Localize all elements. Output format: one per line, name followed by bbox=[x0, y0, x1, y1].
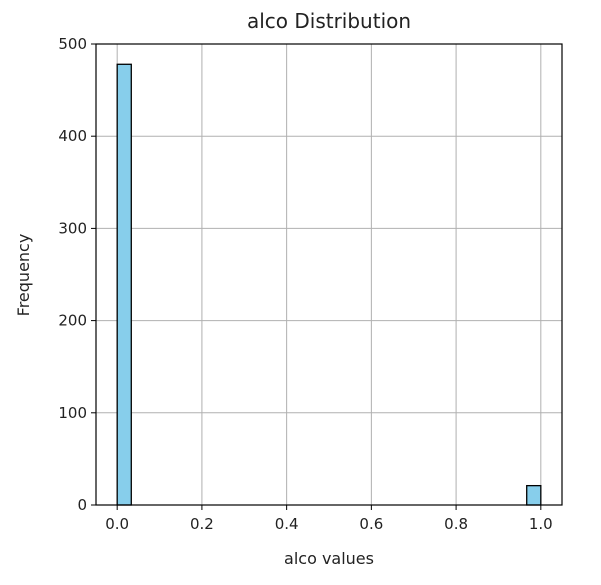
y-tick-label: 400 bbox=[58, 127, 87, 145]
x-tick-label: 0.8 bbox=[444, 515, 468, 533]
y-axis-label: Frequency bbox=[14, 234, 33, 317]
x-tick-label: 0.6 bbox=[359, 515, 383, 533]
x-tick-label: 0.0 bbox=[105, 515, 129, 533]
x-tick-label: 1.0 bbox=[529, 515, 553, 533]
chart-title: alco Distribution bbox=[247, 9, 411, 33]
x-tick-label: 0.4 bbox=[275, 515, 299, 533]
histogram-bar-0 bbox=[116, 63, 132, 506]
bars bbox=[116, 63, 542, 506]
x-axis-label: alco values bbox=[284, 549, 374, 568]
y-tick-label: 500 bbox=[58, 35, 87, 53]
y-axis-ticks: 0 100 200 300 400 500 bbox=[58, 35, 96, 514]
y-tick-label: 100 bbox=[58, 404, 87, 422]
histogram-bar-1 bbox=[526, 484, 542, 506]
x-axis-ticks: 0.0 0.2 0.4 0.6 0.8 1.0 bbox=[105, 505, 553, 533]
y-tick-label: 300 bbox=[58, 219, 87, 237]
plot-frame bbox=[95, 43, 563, 506]
x-tick-label: 0.2 bbox=[190, 515, 214, 533]
y-tick-label: 0 bbox=[77, 496, 87, 514]
grid-lines bbox=[96, 43, 562, 506]
y-tick-label: 200 bbox=[58, 312, 87, 330]
